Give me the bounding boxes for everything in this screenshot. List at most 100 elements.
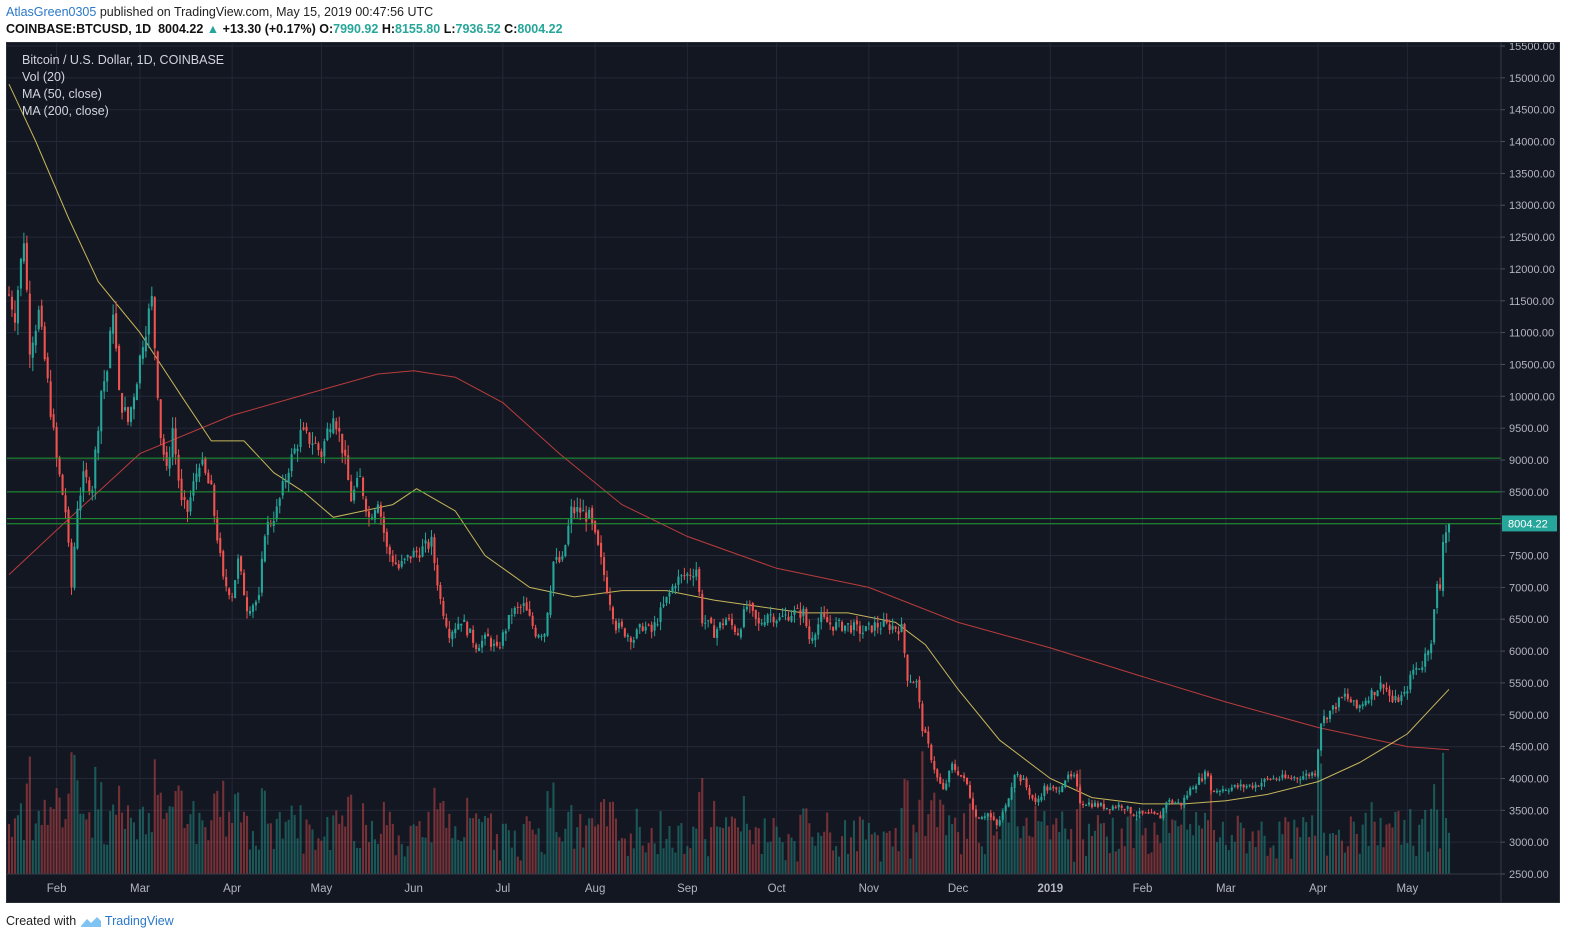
volume-bar: [1334, 834, 1337, 874]
volume-bar: [460, 841, 463, 874]
candle-body: [43, 326, 46, 360]
volume-bar: [1084, 856, 1088, 874]
volume-bar: [296, 838, 299, 874]
volume-bar: [870, 834, 873, 874]
volume-bar: [483, 816, 487, 874]
candle-body: [745, 606, 748, 610]
candle-body: [555, 557, 558, 560]
candle-body: [10, 296, 14, 310]
candle-body: [1218, 790, 1221, 792]
volume-bar: [980, 846, 983, 874]
candle-body: [650, 624, 653, 632]
candle-body: [138, 355, 141, 384]
volume-bar: [106, 844, 109, 874]
candle-body: [968, 785, 972, 798]
volume-bar: [594, 826, 597, 874]
volume-bar: [245, 815, 249, 874]
candle-body: [1028, 788, 1031, 796]
candle-body: [76, 508, 79, 549]
volume-bar: [1436, 809, 1439, 874]
candle-body: [409, 556, 412, 559]
volume-bar: [1159, 843, 1162, 874]
tradingview-brand-link[interactable]: TradingView: [104, 914, 174, 928]
candle-body: [924, 729, 927, 733]
volume-bar: [861, 819, 864, 874]
volume-bar: [668, 826, 671, 874]
volume-bar: [1421, 818, 1424, 874]
author-link[interactable]: AtlasGreen0305: [6, 5, 97, 19]
candle-body: [1120, 805, 1123, 808]
candle-body: [88, 480, 91, 492]
volume-bar: [421, 837, 424, 874]
chart-area[interactable]: 2500.00 3000.00 3500.00 4000.00 4500.00 5000.…: [6, 42, 1560, 903]
candle-body: [1427, 650, 1430, 656]
volume-bar: [820, 835, 823, 874]
ma50-line: [8, 83, 1450, 805]
volume-bar: [1233, 841, 1236, 874]
volume-bar: [1162, 809, 1165, 874]
candle-body: [1195, 785, 1198, 790]
volume-bar: [1242, 828, 1245, 874]
candle-body: [730, 618, 734, 626]
volume-bar: [900, 807, 903, 874]
volume-bar: [13, 818, 16, 874]
price-chart-svg[interactable]: 2500.00 3000.00 3500.00 4000.00 4500.00 5000.…: [7, 43, 1559, 902]
volume-bar: [412, 824, 415, 874]
candle-body: [1430, 643, 1433, 654]
candle-body: [558, 557, 561, 562]
candle-body: [519, 606, 522, 608]
candle-body: [1001, 812, 1004, 820]
volume-bar: [1406, 843, 1409, 874]
volume-bar: [168, 806, 171, 874]
candle-body: [1007, 798, 1010, 807]
volume-bar: [1198, 825, 1201, 874]
volume-bar: [933, 792, 936, 874]
candle-body: [998, 820, 1001, 826]
volume-bar: [1073, 861, 1076, 874]
candle-body: [79, 495, 82, 511]
candle-body: [510, 615, 513, 617]
volume-bar: [144, 834, 147, 874]
candle-body: [576, 507, 579, 512]
volume-bar: [1278, 821, 1281, 874]
volume-bar: [930, 800, 933, 874]
candle-body: [1203, 771, 1207, 780]
candle-body: [992, 816, 995, 820]
volume-bar: [22, 840, 25, 874]
volume-bar: [707, 856, 710, 874]
candle-body: [219, 538, 222, 553]
candle-body: [1281, 774, 1284, 778]
candle-body: [305, 426, 308, 431]
candle-body: [1221, 789, 1224, 792]
candle-body: [933, 760, 936, 770]
candle-body: [632, 640, 635, 643]
candle-body: [1296, 777, 1299, 779]
volume-bar: [1412, 845, 1415, 874]
candle-body: [977, 817, 980, 819]
candle-body: [1183, 797, 1186, 806]
volume-bar: [716, 826, 719, 874]
candle-body: [257, 595, 260, 600]
candle-body: [168, 457, 171, 469]
candle-body: [793, 609, 796, 615]
volume-bar: [546, 791, 549, 874]
candle-body: [852, 622, 855, 631]
candle-body: [478, 647, 481, 652]
published-text: published on TradingView.com, May 15, 20…: [99, 5, 434, 19]
candle-body: [445, 617, 448, 627]
volume-bar: [7, 824, 11, 874]
volume-bar: [936, 827, 939, 874]
volume-bar: [186, 823, 189, 874]
volume-bar: [626, 855, 629, 874]
candle-body: [1111, 806, 1114, 810]
volume-bar: [76, 780, 79, 874]
candle-body: [451, 631, 454, 640]
candle-body: [1114, 806, 1117, 808]
volume-bar: [1337, 829, 1340, 874]
volume-bar: [1323, 832, 1326, 874]
candle-body: [543, 633, 546, 637]
volume-bar: [463, 837, 466, 874]
volume-bar: [373, 839, 376, 874]
volume-bar: [942, 804, 945, 874]
candle-body: [362, 477, 365, 496]
